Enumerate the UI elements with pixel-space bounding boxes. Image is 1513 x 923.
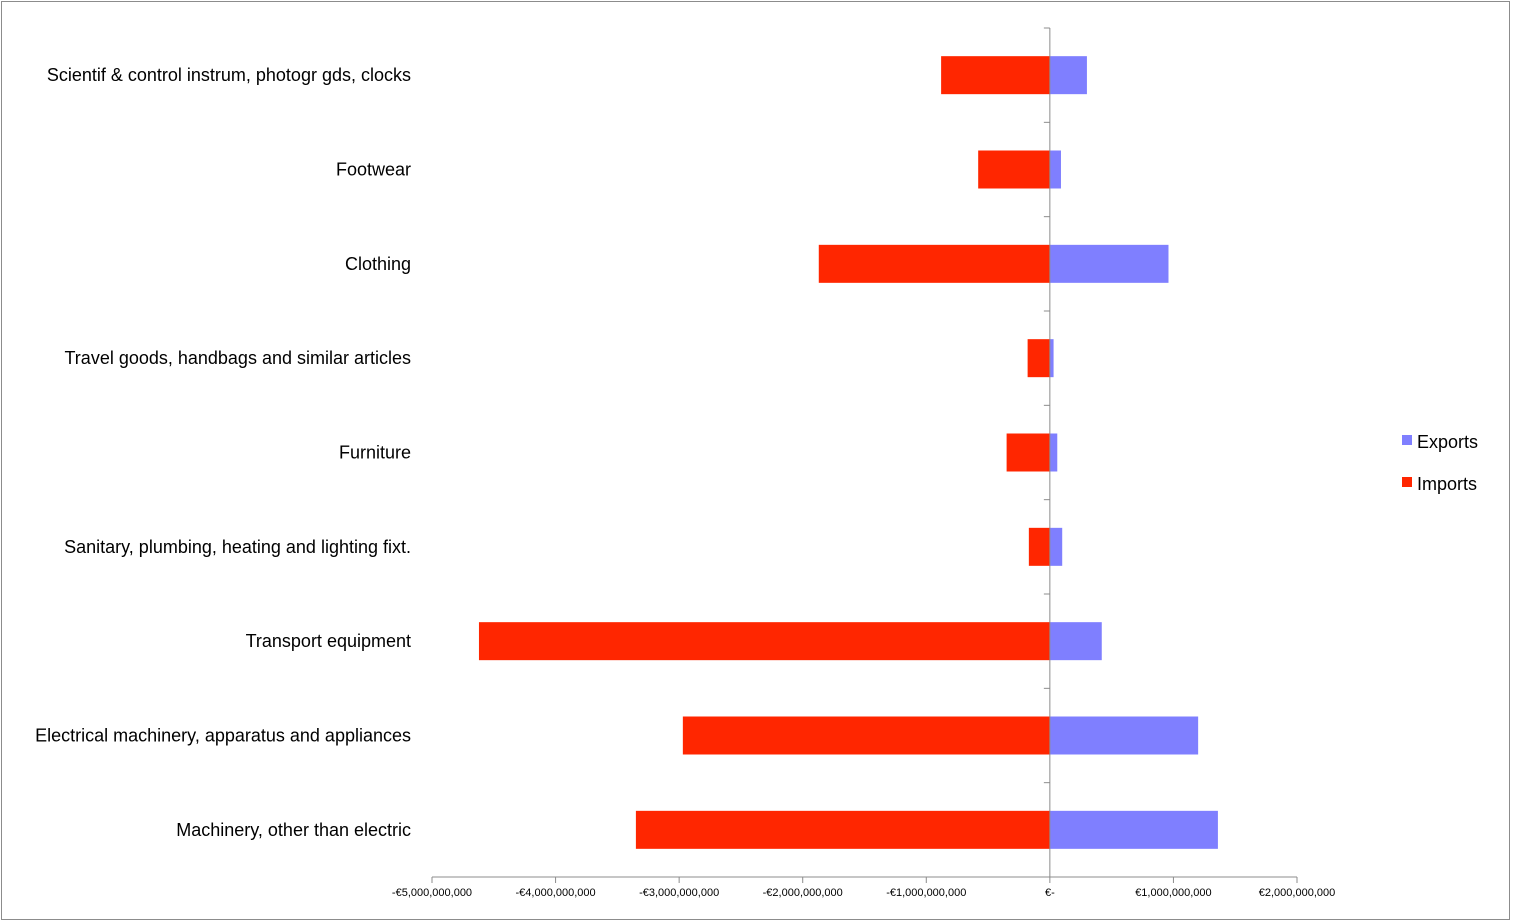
legend-label-exports: Exports (1417, 432, 1478, 452)
bar-exports (1049, 150, 1061, 189)
x-tick-label: -€4,000,000,000 (516, 887, 596, 899)
bar-imports (978, 150, 1050, 189)
bar-exports (1049, 339, 1054, 378)
bar-exports (1049, 56, 1087, 95)
category-label: Transport equipment (246, 631, 411, 651)
x-tick-label: €2,000,000,000 (1259, 887, 1335, 899)
bar-imports (635, 810, 1050, 849)
category-label: Machinery, other than electric (176, 820, 411, 840)
category-label: Scientif & control instrum, photogr gds,… (47, 65, 411, 85)
legend-swatch-imports (1402, 477, 1412, 487)
legend-swatch-exports (1402, 435, 1412, 445)
legend-label-imports: Imports (1417, 474, 1477, 494)
bar-exports (1049, 433, 1058, 472)
category-label: Footwear (336, 160, 411, 180)
bar-exports (1049, 810, 1218, 849)
bars-group (478, 56, 1218, 849)
category-labels: Scientif & control instrum, photogr gds,… (35, 65, 411, 840)
bar-exports (1049, 716, 1199, 755)
bar-imports (1028, 527, 1050, 566)
category-label: Clothing (345, 254, 411, 274)
bar-imports (818, 244, 1050, 283)
x-tick-label: -€1,000,000,000 (886, 887, 966, 899)
category-label: Furniture (339, 443, 411, 463)
bar-imports (941, 56, 1050, 95)
bar-exports (1049, 244, 1169, 283)
x-tick-label: -€3,000,000,000 (639, 887, 719, 899)
bar-imports (682, 716, 1050, 755)
axes-group (431, 27, 1298, 883)
bar-imports (1006, 433, 1050, 472)
bar-imports (478, 622, 1050, 661)
category-label: Travel goods, handbags and similar artic… (64, 348, 411, 368)
x-tick-label: €- (1045, 887, 1055, 899)
bar-exports (1049, 527, 1063, 566)
category-label: Electrical machinery, apparatus and appl… (35, 726, 411, 746)
legend: Exports Imports (1402, 432, 1478, 494)
x-tick-labels: -€5,000,000,000 -€4,000,000,000 -€3,000,00… (392, 887, 1335, 899)
bar-exports (1049, 622, 1102, 661)
category-label: Sanitary, plumbing, heating and lighting… (64, 537, 411, 557)
x-tick-label: -€5,000,000,000 (392, 887, 472, 899)
x-tick-label: -€2,000,000,000 (763, 887, 843, 899)
x-tick-label: €1,000,000,000 (1135, 887, 1211, 899)
bar-imports (1027, 339, 1050, 378)
